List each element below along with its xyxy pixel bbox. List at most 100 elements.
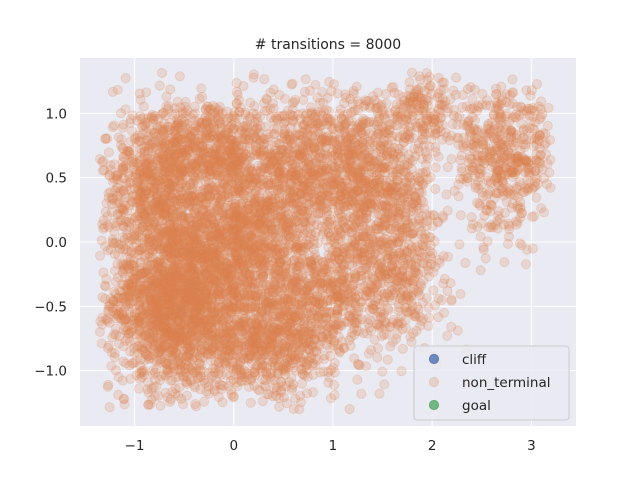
scatter-point [139, 269, 148, 278]
scatter-point [131, 133, 140, 142]
scatter-point [114, 133, 123, 142]
scatter-point [215, 270, 224, 279]
scatter-point [119, 357, 128, 366]
scatter-point [163, 393, 172, 402]
scatter-point [100, 281, 109, 290]
scatter-point [154, 233, 163, 242]
scatter-point [144, 400, 153, 409]
scatter-point [114, 310, 123, 319]
scatter-point [188, 275, 197, 284]
x-tick-label: −1 [125, 438, 145, 454]
scatter-point [182, 263, 191, 272]
scatter-point [119, 259, 128, 268]
scatter-point [154, 258, 163, 267]
scatter-point [169, 339, 178, 348]
scatter-point [119, 394, 128, 403]
scatter-point [229, 392, 238, 401]
scatter-point [186, 216, 195, 225]
scatter-point [148, 186, 157, 195]
scatter-point [128, 154, 137, 163]
scatter-point [139, 102, 148, 111]
scatter-point [119, 208, 128, 217]
scatter-point [147, 384, 156, 393]
scatter-point [172, 348, 181, 357]
scatter-point [143, 280, 152, 289]
scatter-point [99, 268, 108, 277]
scatter-point [261, 382, 270, 391]
scatter-point [134, 250, 143, 259]
scatter-point [220, 351, 229, 360]
scatter-point [195, 124, 204, 133]
scatter-point [152, 267, 161, 276]
scatter-point [121, 74, 130, 83]
scatter-point [168, 376, 177, 385]
scatter-point [101, 294, 110, 303]
scatter-point [154, 172, 163, 181]
scatter-point [187, 160, 196, 169]
scatter-point [210, 243, 219, 252]
scatter-point [134, 384, 143, 393]
scatter-point [196, 385, 205, 394]
scatter-point [113, 195, 122, 204]
scatter-point [272, 386, 281, 395]
scatter-point [192, 337, 201, 346]
scatter-point [246, 98, 255, 107]
scatter-point [224, 190, 233, 199]
scatter-point [229, 365, 238, 374]
scatter-point [192, 402, 201, 411]
scatter-point [175, 72, 184, 81]
y-tick-label: 1.0 [46, 106, 67, 122]
y-tick-label: −1.0 [34, 364, 67, 380]
x-tick-label: 3 [527, 438, 536, 454]
x-tick-label: 2 [428, 438, 437, 454]
x-tick-label: 0 [229, 438, 238, 454]
scatter-point [178, 168, 187, 177]
scatter-point [330, 380, 339, 389]
scatter-point [201, 287, 210, 296]
scatter-point [161, 111, 170, 120]
scatter-point [127, 320, 136, 329]
scatter-point [178, 194, 187, 203]
scatter-point [138, 121, 147, 130]
scatter-point [162, 359, 171, 368]
scatter-point [148, 110, 157, 119]
scatter-point [225, 272, 234, 281]
scatter-point [130, 234, 139, 243]
scatter-point [99, 224, 108, 233]
scatter-point [166, 224, 175, 233]
scatter-point [206, 356, 215, 365]
scatter-point [134, 297, 143, 306]
scatter-point [193, 350, 202, 359]
scatter-point [169, 275, 178, 284]
scatter-point [194, 236, 203, 245]
scatter-point [103, 134, 112, 143]
scatter-point [147, 300, 156, 309]
scatter-point [147, 201, 156, 210]
scatter-point [182, 352, 191, 361]
scatter-point [156, 401, 165, 410]
scatter-point [145, 253, 154, 262]
scatter-point [124, 329, 133, 338]
x-tick-label: 1 [329, 438, 338, 454]
scatter-point [160, 130, 169, 139]
scatter-point [187, 292, 196, 301]
scatter-point [102, 199, 111, 208]
scatter-point [179, 227, 188, 236]
scatter-point [237, 341, 246, 350]
scatter-point [169, 255, 178, 264]
scatter-point [155, 316, 164, 325]
scatter-point [135, 369, 144, 378]
scatter-point [295, 405, 304, 414]
scatter-point [206, 213, 215, 222]
scatter-point [134, 341, 143, 350]
scatter-point [121, 105, 130, 114]
scatter-point [166, 85, 175, 94]
scatter-point [330, 390, 339, 399]
scatter-point [197, 210, 206, 219]
scatter-point [105, 318, 114, 327]
scatter-point [174, 358, 183, 367]
scatter-point [129, 260, 138, 269]
scatter-point [182, 391, 191, 400]
scatter-point [113, 85, 122, 94]
